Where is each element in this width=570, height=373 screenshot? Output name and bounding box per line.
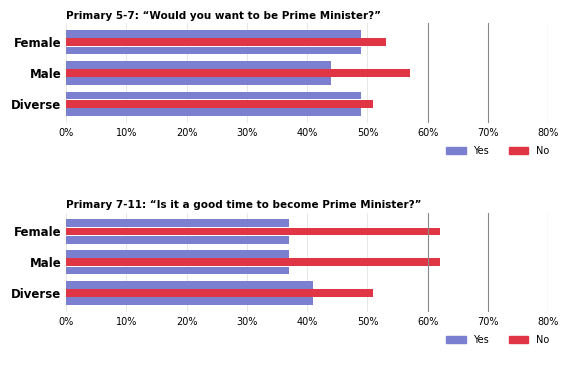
Bar — [66, 258, 440, 266]
Bar — [66, 30, 361, 38]
Bar — [66, 47, 361, 54]
Legend: Yes, No: Yes, No — [442, 142, 553, 160]
Bar — [66, 92, 361, 99]
Bar — [66, 289, 373, 297]
Bar — [66, 228, 440, 235]
Text: Primary 5-7: “Would you want to be Prime Minister?”: Primary 5-7: “Would you want to be Prime… — [66, 11, 381, 21]
Bar — [66, 236, 289, 244]
Text: Primary 7-11: “Is it a good time to become Prime Minister?”: Primary 7-11: “Is it a good time to beco… — [66, 200, 422, 210]
Bar — [66, 250, 289, 258]
Legend: Yes, No: Yes, No — [442, 331, 553, 349]
Bar — [66, 77, 331, 85]
Bar — [66, 267, 289, 275]
Bar — [66, 297, 314, 305]
Bar — [66, 61, 331, 69]
Bar — [66, 69, 410, 77]
Bar — [66, 108, 361, 116]
Bar — [66, 219, 289, 227]
Bar — [66, 281, 314, 289]
Bar — [66, 100, 373, 107]
Bar — [66, 38, 385, 46]
